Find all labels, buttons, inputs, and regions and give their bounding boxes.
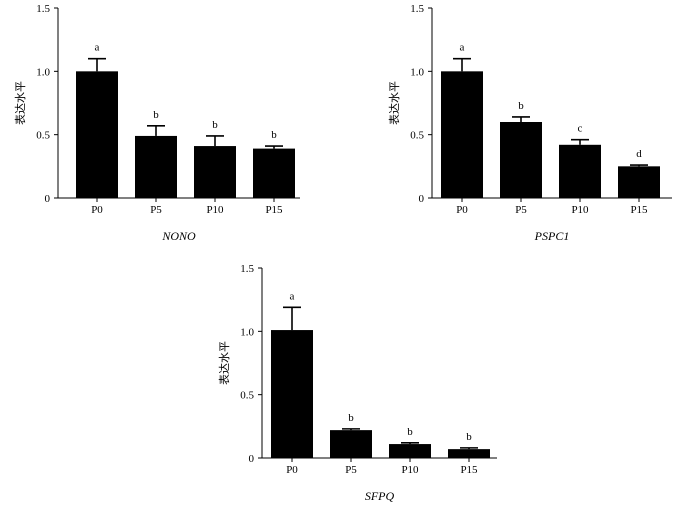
x-tick-label: P15 xyxy=(630,204,648,216)
y-tick-label: 1.5 xyxy=(410,3,424,15)
y-tick-label: 0 xyxy=(249,453,255,465)
y-axis-label: 表达水平 xyxy=(217,341,231,385)
y-tick-label: 0.5 xyxy=(240,390,254,402)
y-tick-label: 1.5 xyxy=(36,3,50,15)
significance-letter: b xyxy=(271,129,277,141)
x-tick-label: P5 xyxy=(345,464,357,476)
bar-p5 xyxy=(500,122,542,198)
bar-p0 xyxy=(271,330,313,458)
chart-sfpq: 0 0.5 1.0 1.5 表达水平 a P0 b P5 b P10 b P15 SFPQ xyxy=(217,263,497,503)
significance-letter: b xyxy=(518,100,524,112)
chart-pspc1: 0 0.5 1.0 1.5 表达水平 a P0 b P5 c P10 d P15 PSPC1 xyxy=(387,3,672,243)
significance-letter: b xyxy=(348,412,354,424)
y-tick-label: 0.5 xyxy=(36,130,50,142)
significance-letter: a xyxy=(460,42,465,54)
bar-p0 xyxy=(441,71,483,198)
x-tick-label: P0 xyxy=(286,464,298,476)
significance-letter: b xyxy=(212,119,218,131)
bar-p5 xyxy=(135,135,177,198)
bar-p5 xyxy=(330,430,372,458)
y-tick-label: 0 xyxy=(45,193,51,205)
bar-p15 xyxy=(448,449,490,458)
chart-title: PSPC1 xyxy=(534,229,570,243)
x-tick-label: P10 xyxy=(206,204,224,216)
y-axis-label: 表达水平 xyxy=(13,81,27,125)
y-tick-label: 1.0 xyxy=(36,66,50,78)
significance-letter: b xyxy=(466,431,472,443)
y-tick-label: 0 xyxy=(419,193,425,205)
significance-letter: c xyxy=(578,123,583,135)
bar-p10 xyxy=(559,144,601,198)
y-axis-label: 表达水平 xyxy=(387,81,401,125)
bar-p15 xyxy=(253,148,295,198)
x-tick-label: P15 xyxy=(265,204,283,216)
y-tick-label: 1.5 xyxy=(240,263,254,275)
x-tick-label: P15 xyxy=(460,464,478,476)
x-tick-label: P10 xyxy=(401,464,419,476)
significance-letter: d xyxy=(636,148,642,160)
x-tick-label: P0 xyxy=(456,204,468,216)
bar-p0 xyxy=(76,71,118,198)
significance-letter: b xyxy=(153,109,159,121)
bar-p15 xyxy=(618,166,660,198)
significance-letter: a xyxy=(95,42,100,54)
chart-title: SFPQ xyxy=(365,489,395,503)
x-tick-label: P10 xyxy=(571,204,589,216)
x-tick-label: P5 xyxy=(150,204,162,216)
chart-nono: 0 0.5 1.0 1.5 表达水平 a P0 b P5 b P10 b P15 NONO xyxy=(13,3,300,243)
x-tick-label: P0 xyxy=(91,204,103,216)
y-tick-label: 1.0 xyxy=(240,326,254,338)
bar-p10 xyxy=(389,444,431,458)
significance-letter: b xyxy=(407,426,413,438)
y-tick-label: 0.5 xyxy=(410,130,424,142)
bar-p10 xyxy=(194,146,236,198)
x-tick-label: P5 xyxy=(515,204,527,216)
chart-title: NONO xyxy=(161,229,196,243)
y-tick-label: 1.0 xyxy=(410,66,424,78)
significance-letter: a xyxy=(290,290,295,302)
